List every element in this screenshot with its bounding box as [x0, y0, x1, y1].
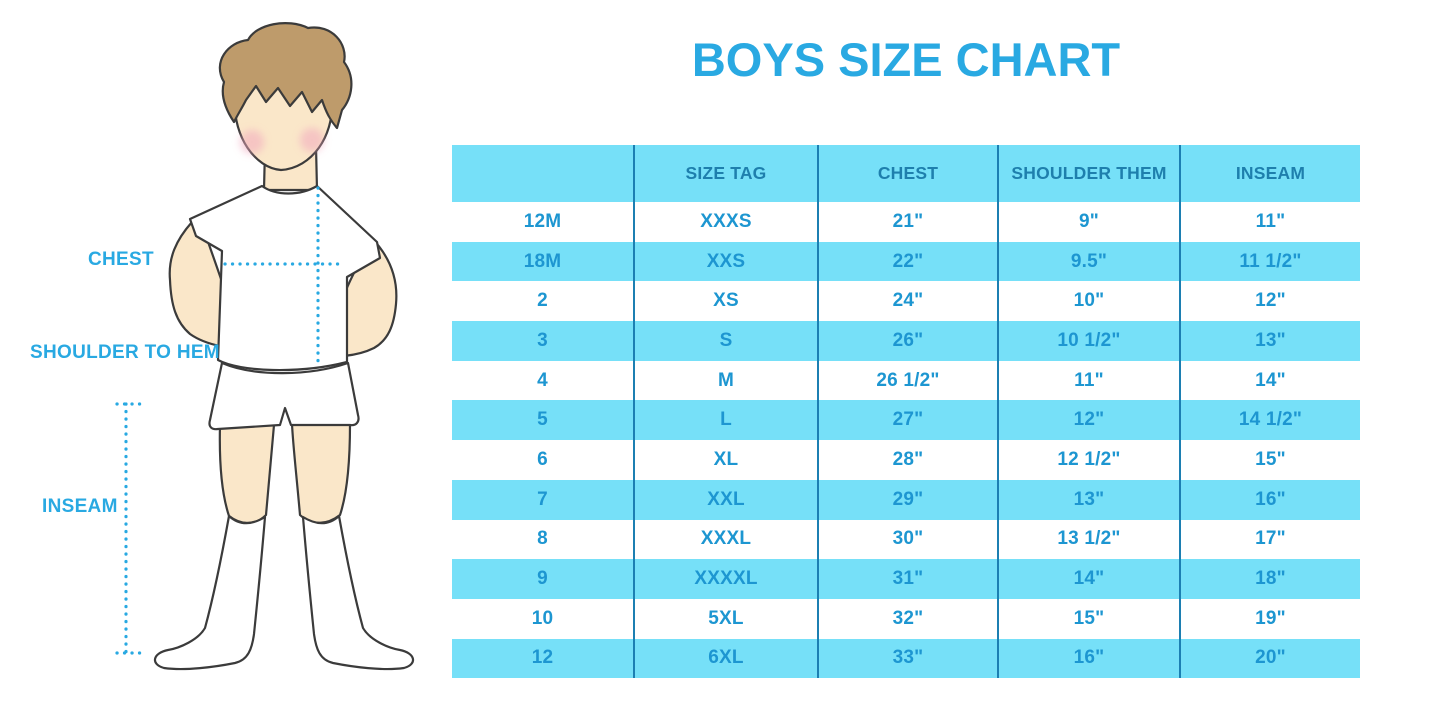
value-cell: XXXL — [633, 519, 818, 560]
inseam-label: INSEAM — [42, 496, 118, 517]
table-row: 7 XXL 29" 13" 16" — [452, 479, 1360, 520]
value-cell: 22" — [817, 241, 998, 282]
value-cell: 19" — [1179, 598, 1360, 639]
right-sock-shape — [301, 514, 414, 671]
size-cell: 18M — [523, 250, 562, 272]
table-row: 3 S 26" 10 1/2" 13" — [452, 321, 1360, 361]
value-cell: XXL — [633, 479, 818, 520]
value-cell: 32" — [817, 598, 998, 639]
value-cell: XL — [633, 440, 818, 480]
value-cell: 12 1/2" — [997, 440, 1180, 480]
shorts-shape — [208, 361, 360, 431]
size-cell: 5 — [537, 409, 548, 431]
value-cell: 10 1/2" — [997, 321, 1180, 361]
page-title: BOYS SIZE CHART — [691, 33, 1121, 86]
column-header: CHEST — [817, 145, 998, 202]
left-cheek-blush — [240, 130, 264, 154]
value-cell: 18" — [1179, 559, 1360, 599]
value-cell: 12" — [997, 400, 1180, 441]
header-row: SIZE TAG CHEST SHOULDER THEM INSEAM — [452, 145, 1360, 202]
chest-label: CHEST — [88, 249, 154, 270]
column-header: SIZE TAG — [633, 145, 818, 202]
value-cell: 9.5" — [997, 241, 1180, 282]
value-cell: 13 1/2" — [997, 519, 1180, 560]
size-cell: 9 — [537, 568, 548, 590]
value-cell: 20" — [1179, 638, 1360, 679]
value-cell: 15" — [1179, 440, 1360, 480]
table-row: 9 XXXXL 31" 14" 18" — [452, 559, 1360, 599]
value-cell: S — [633, 321, 818, 361]
table-row: 4 M 26 1/2" 11" 14" — [452, 360, 1360, 401]
value-cell: 28" — [817, 440, 998, 480]
size-table: SIZE TAG CHEST SHOULDER THEM INSEAM 12M XXXS… — [452, 145, 1360, 679]
size-cell: 12 — [531, 647, 554, 669]
value-cell: 30" — [817, 519, 998, 560]
right-arm-shape — [336, 242, 398, 358]
column-header-blank — [452, 145, 634, 202]
value-cell: 16" — [1179, 479, 1360, 520]
value-cell: 29" — [817, 479, 998, 520]
table-row: 6 XL 28" 12 1/2" 15" — [452, 440, 1360, 480]
table-body: 12M XXXS 21" 9" 11" 18M XXS 22" 9.5" 11 1/2" 2 XS 24… — [452, 202, 1360, 679]
table-row: 5 L 27" 12" 14 1/2" — [452, 400, 1360, 441]
value-cell: 21" — [817, 202, 998, 242]
column-header: SHOULDER THEM — [997, 145, 1180, 202]
value-cell: XS — [633, 281, 818, 322]
value-cell: XXS — [633, 241, 818, 282]
left-sock-shape — [154, 514, 267, 671]
value-cell: 16" — [997, 638, 1180, 679]
value-cell: 14 1/2" — [1179, 400, 1360, 441]
size-cell: 10 — [531, 607, 554, 629]
size-cell: 12M — [523, 210, 562, 232]
size-cell: 7 — [537, 488, 548, 510]
hair-shape — [218, 22, 353, 130]
left-knee-shape — [218, 423, 276, 525]
value-cell: 6XL — [633, 638, 818, 679]
value-cell: 24" — [817, 281, 998, 322]
value-cell: 14" — [997, 559, 1180, 599]
table-row: 18M XXS 22" 9.5" 11 1/2" — [452, 241, 1360, 282]
value-cell: 26" — [817, 321, 998, 361]
value-cell: 13" — [997, 479, 1180, 520]
value-cell: 9" — [997, 202, 1180, 242]
right-knee-shape — [290, 422, 352, 524]
value-cell: XXXS — [633, 202, 818, 242]
value-cell: 10" — [997, 281, 1180, 322]
value-cell: 5XL — [633, 598, 818, 639]
size-cell: 4 — [537, 369, 548, 391]
value-cell: 11" — [1179, 202, 1360, 242]
table-row: 8 XXXL 30" 13 1/2" 17" — [452, 519, 1360, 560]
value-cell: 31" — [817, 559, 998, 599]
value-cell: 17" — [1179, 519, 1360, 560]
value-cell: 26 1/2" — [817, 360, 998, 401]
shoulder-to-hem-label: SHOULDER TO HEM — [30, 342, 220, 363]
table-row: 12 6XL 33" 16" 20" — [452, 638, 1360, 679]
value-cell: M — [633, 360, 818, 401]
left-arm-shape — [168, 220, 232, 350]
size-cell: 8 — [537, 528, 548, 550]
table-row: 12M XXXS 21" 9" 11" — [452, 202, 1360, 242]
table-row: 2 XS 24" 10" 12" — [452, 281, 1360, 322]
value-cell: 15" — [997, 598, 1180, 639]
value-cell: XXXXL — [633, 559, 818, 599]
right-cheek-blush — [300, 128, 324, 152]
inseam-measure-line — [115, 402, 144, 655]
column-header: INSEAM — [1179, 145, 1360, 202]
value-cell: L — [633, 400, 818, 441]
tshirt-shape — [188, 184, 382, 372]
value-cell: 12" — [1179, 281, 1360, 322]
boy-illustration — [115, 22, 414, 671]
table-row: 10 5XL 32" 15" 19" — [452, 598, 1360, 639]
value-cell: 13" — [1179, 321, 1360, 361]
size-cell: 3 — [537, 329, 548, 351]
size-cell: 2 — [537, 290, 548, 312]
value-cell: 11" — [997, 360, 1180, 401]
size-cell: 6 — [537, 448, 548, 470]
value-cell: 14" — [1179, 360, 1360, 401]
value-cell: 33" — [817, 638, 998, 679]
value-cell: 11 1/2" — [1179, 241, 1360, 282]
value-cell: 27" — [817, 400, 998, 441]
